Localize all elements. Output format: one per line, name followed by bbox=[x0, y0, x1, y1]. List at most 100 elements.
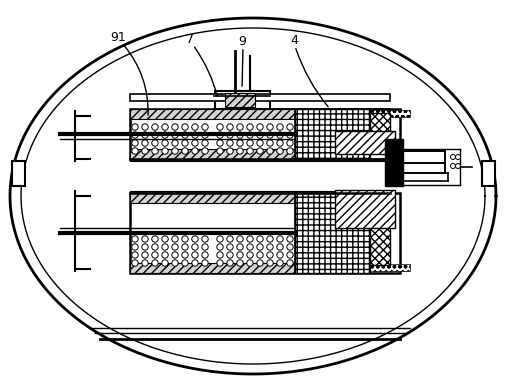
Circle shape bbox=[162, 140, 168, 146]
Circle shape bbox=[152, 148, 158, 154]
Circle shape bbox=[142, 244, 148, 250]
Circle shape bbox=[132, 236, 138, 242]
Circle shape bbox=[142, 252, 148, 258]
Circle shape bbox=[237, 260, 243, 266]
Text: 4: 4 bbox=[290, 34, 298, 47]
Circle shape bbox=[132, 148, 138, 154]
Circle shape bbox=[237, 124, 243, 130]
Circle shape bbox=[132, 124, 138, 130]
Bar bbox=[130, 94, 390, 101]
Circle shape bbox=[182, 244, 188, 250]
Circle shape bbox=[247, 252, 253, 258]
Circle shape bbox=[132, 252, 138, 258]
Circle shape bbox=[142, 140, 148, 146]
Bar bbox=[335, 190, 395, 228]
Circle shape bbox=[237, 140, 243, 146]
Circle shape bbox=[192, 124, 198, 130]
Circle shape bbox=[172, 124, 178, 130]
Circle shape bbox=[277, 124, 283, 130]
Circle shape bbox=[237, 148, 243, 154]
Bar bbox=[305, 113, 390, 151]
Circle shape bbox=[257, 236, 263, 242]
Circle shape bbox=[237, 252, 243, 258]
Bar bbox=[130, 193, 295, 203]
Text: 9: 9 bbox=[238, 35, 246, 48]
Circle shape bbox=[172, 140, 178, 146]
Circle shape bbox=[152, 260, 158, 266]
Bar bbox=[295, 110, 410, 117]
Bar bbox=[400, 163, 445, 173]
Circle shape bbox=[142, 260, 148, 266]
Circle shape bbox=[267, 132, 273, 138]
Bar bbox=[295, 264, 410, 271]
Circle shape bbox=[217, 140, 223, 146]
Circle shape bbox=[247, 132, 253, 138]
Circle shape bbox=[277, 236, 283, 242]
Circle shape bbox=[192, 140, 198, 146]
Circle shape bbox=[217, 260, 223, 266]
Circle shape bbox=[237, 244, 243, 250]
Bar bbox=[130, 109, 400, 159]
Circle shape bbox=[237, 132, 243, 138]
Bar bbox=[225, 93, 255, 107]
Circle shape bbox=[162, 148, 168, 154]
Text: 91: 91 bbox=[110, 31, 126, 44]
Circle shape bbox=[142, 132, 148, 138]
Circle shape bbox=[287, 132, 293, 138]
Circle shape bbox=[455, 155, 460, 160]
Circle shape bbox=[192, 236, 198, 242]
Circle shape bbox=[172, 132, 178, 138]
Circle shape bbox=[267, 252, 273, 258]
Bar bbox=[130, 149, 295, 159]
Circle shape bbox=[217, 244, 223, 250]
Circle shape bbox=[172, 148, 178, 154]
Circle shape bbox=[455, 163, 460, 168]
Circle shape bbox=[287, 244, 293, 250]
Circle shape bbox=[451, 163, 455, 168]
Circle shape bbox=[172, 252, 178, 258]
Circle shape bbox=[227, 132, 233, 138]
Circle shape bbox=[172, 244, 178, 250]
Circle shape bbox=[287, 252, 293, 258]
Circle shape bbox=[227, 140, 233, 146]
Circle shape bbox=[142, 148, 148, 154]
Circle shape bbox=[152, 252, 158, 258]
Circle shape bbox=[247, 260, 253, 266]
Circle shape bbox=[287, 124, 293, 130]
Circle shape bbox=[172, 236, 178, 242]
Circle shape bbox=[227, 252, 233, 258]
Bar bbox=[130, 109, 295, 119]
Circle shape bbox=[162, 244, 168, 250]
Circle shape bbox=[192, 132, 198, 138]
Bar bbox=[335, 131, 395, 154]
Circle shape bbox=[202, 124, 208, 130]
Circle shape bbox=[132, 132, 138, 138]
Circle shape bbox=[247, 148, 253, 154]
Circle shape bbox=[227, 124, 233, 130]
Bar bbox=[385, 139, 403, 186]
Circle shape bbox=[152, 124, 158, 130]
Circle shape bbox=[277, 252, 283, 258]
Circle shape bbox=[162, 236, 168, 242]
Circle shape bbox=[192, 148, 198, 154]
Circle shape bbox=[267, 236, 273, 242]
Circle shape bbox=[192, 252, 198, 258]
Circle shape bbox=[257, 260, 263, 266]
Circle shape bbox=[277, 260, 283, 266]
Circle shape bbox=[182, 140, 188, 146]
Circle shape bbox=[152, 140, 158, 146]
Circle shape bbox=[182, 148, 188, 154]
Circle shape bbox=[217, 132, 223, 138]
Circle shape bbox=[202, 132, 208, 138]
Circle shape bbox=[152, 236, 158, 242]
Circle shape bbox=[257, 132, 263, 138]
Bar bbox=[400, 151, 445, 163]
Circle shape bbox=[277, 132, 283, 138]
Polygon shape bbox=[12, 161, 25, 186]
Bar bbox=[295, 193, 370, 273]
Circle shape bbox=[277, 244, 283, 250]
Circle shape bbox=[202, 148, 208, 154]
Circle shape bbox=[182, 260, 188, 266]
Circle shape bbox=[257, 148, 263, 154]
Circle shape bbox=[182, 252, 188, 258]
